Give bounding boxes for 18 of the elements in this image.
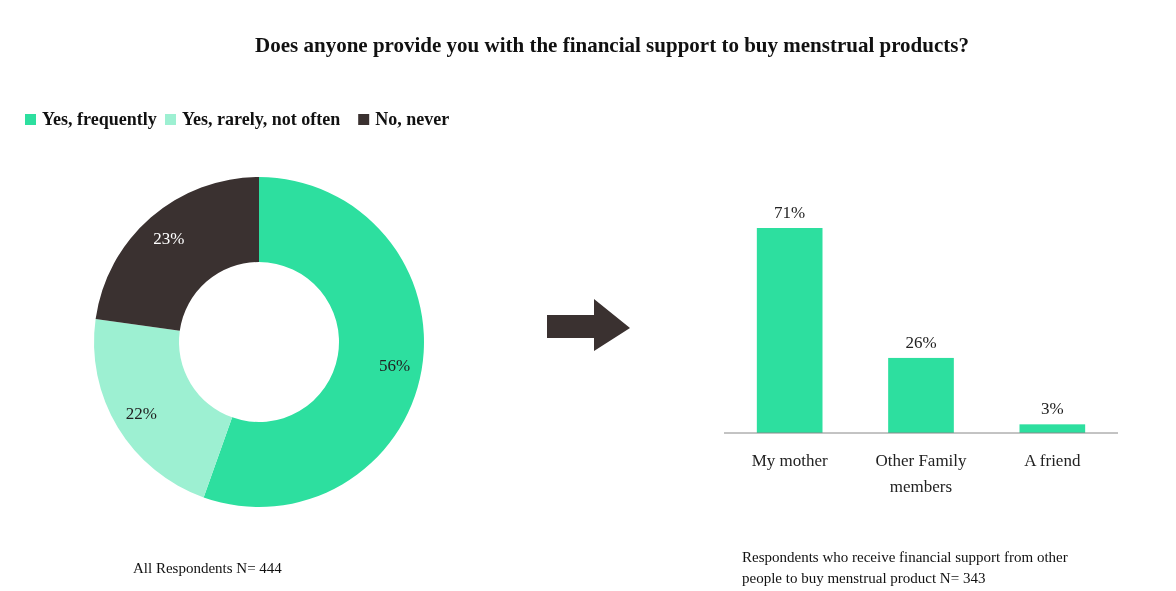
data-label: 3% [1041,399,1064,419]
data-label: 23% [153,229,185,249]
data-label: 71% [774,203,806,222]
legend-label: No, never [375,109,450,129]
x-tick-label: My mother [751,451,829,470]
text: Does anyone provide you with the financial support to buy menstrual products? [255,33,969,57]
data-label: 22% [125,404,157,424]
donut-slice [95,177,259,331]
text: Respondents who receive financial support from other people to buy menstrual product N= 343 [742,549,1068,586]
x-tick-label: A friend [1024,451,1081,470]
donut-slice [94,318,233,498]
x-tick-label: Other Family members [875,451,968,496]
legend-label: Yes, rarely, not often [182,109,341,129]
text: All Respondents N= 444 [133,560,283,576]
donut-slice [203,177,424,507]
legend-label: Yes, frequently [42,109,157,129]
data-label: 26% [905,332,937,352]
data-label: 56% [378,356,411,376]
